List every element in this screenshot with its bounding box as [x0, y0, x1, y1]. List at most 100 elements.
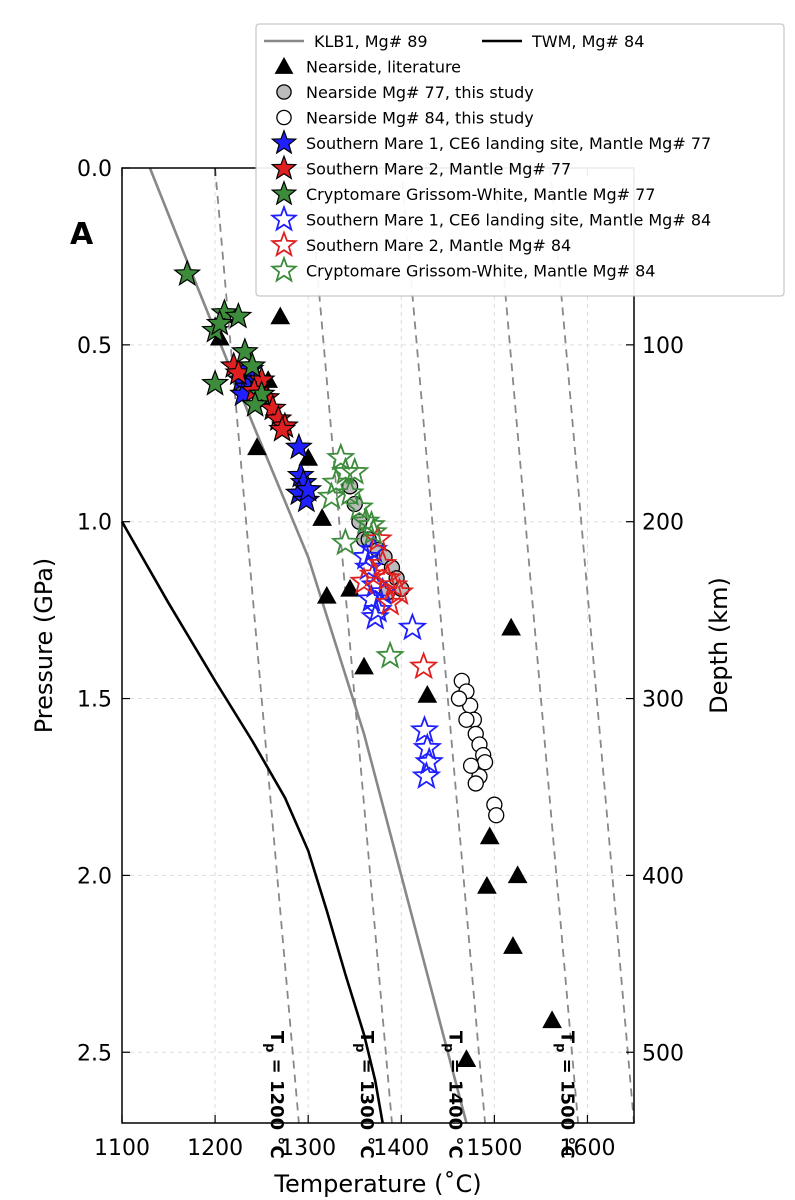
x-tick-label: 1400: [373, 1136, 429, 1161]
data-point-series-0: [456, 1049, 477, 1068]
data-point-series-2: [462, 757, 480, 774]
data-point-series-0: [340, 578, 360, 597]
y-tick-label: 1.5: [77, 688, 112, 713]
data-point-series-3: [294, 475, 323, 502]
data-point-series-0: [354, 656, 374, 675]
legend-label: Nearside Mg# 77, this study: [306, 83, 534, 102]
adiabat-label-t: T: [356, 1031, 377, 1044]
legend-marker: [274, 56, 294, 74]
legend-marker: [270, 154, 298, 180]
plot-frame: [121, 167, 635, 1124]
legend: KLB1, Mg# 89 TWM, Mg# 84 Nearside, literat…: [255, 23, 785, 297]
legend-marker: [269, 255, 299, 283]
adiabat-lines: [214, 167, 635, 1124]
axis-ticks: 1100 1200 1300 1400 1500 1600 0.0 0.5 1.0 1.5 2.0 2…: [77, 157, 684, 1161]
data-point-series-0: [542, 1010, 562, 1029]
x-tick-label: 1500: [466, 1136, 522, 1161]
adiabat-label-rest: = 1200 °C: [266, 1052, 287, 1158]
data-point-series-0: [312, 508, 332, 526]
adiabat-label: Tp = 1200 °C: [262, 1031, 287, 1159]
legend-marker: [276, 109, 292, 126]
legend-marker: [270, 128, 298, 155]
adiabat-label-t: T: [556, 1031, 577, 1044]
data-points: [173, 259, 562, 1068]
data-point-series-0: [417, 684, 438, 703]
x-tick-label: 1600: [559, 1136, 615, 1161]
data-point-series-0: [507, 865, 528, 884]
adiabat-line: [400, 167, 486, 1124]
data-point-series-6: [414, 746, 445, 775]
legend-label: Southern Mare 1, CE6 landing site, Mantl…: [306, 134, 711, 153]
adiabat-label-sub: p: [262, 1043, 277, 1052]
legend-label: Nearside, literature: [306, 58, 461, 77]
data-point-series-7: [375, 587, 405, 616]
legend-marker: [276, 84, 292, 100]
data-point-series-5: [238, 351, 267, 378]
data-point-series-0: [247, 437, 267, 456]
adiabat-label: Tp = 1300 °C: [352, 1031, 377, 1159]
data-point-series-8: [335, 477, 365, 506]
model-lines: [120, 167, 468, 1124]
data-point-series-7: [379, 569, 409, 598]
adiabat-label: Tp = 1400 °C: [441, 1031, 466, 1159]
data-point-series-3: [284, 432, 313, 460]
legend-line-label: TWM, Mg# 84: [531, 32, 644, 51]
data-point-series-4: [268, 414, 297, 442]
y2-tick-label: 200: [642, 511, 684, 536]
model-line-1: [120, 521, 384, 1124]
data-point-series-8: [375, 640, 405, 669]
data-point-series-8: [339, 456, 370, 485]
data-point-series-0: [501, 617, 521, 636]
data-point-series-2: [467, 775, 484, 792]
grid-lines: [121, 167, 634, 1123]
model-line-0: [148, 167, 468, 1124]
data-point-series-7: [349, 566, 379, 595]
data-point-series-3: [292, 485, 321, 513]
y2-tick-label: 100: [642, 334, 684, 359]
legend-marker: [270, 179, 298, 206]
x-tick-label: 1200: [187, 1136, 243, 1161]
legend-label: Southern Mare 2, Mantle Mg# 84: [306, 236, 571, 255]
data-point-series-2: [488, 807, 505, 824]
adiabat-label-rest: = 1500 °C: [556, 1052, 577, 1158]
data-point-series-5: [173, 259, 202, 286]
legend-label: Southern Mare 2, Mantle Mg# 77: [306, 160, 571, 179]
data-point-series-2: [458, 711, 475, 728]
y2-tick-label: 500: [642, 1041, 684, 1066]
y-tick-label: 2.5: [77, 1041, 112, 1066]
data-point-series-0: [298, 448, 319, 466]
adiabat-label-rest: = 1300 °C: [356, 1052, 377, 1158]
y-axis-label: Pressure (GPa): [30, 558, 58, 734]
data-point-series-0: [316, 585, 337, 604]
legend-label: Southern Mare 1, CE6 landing site, Mantl…: [306, 211, 711, 230]
data-point-series-5: [241, 390, 270, 417]
data-point-series-2: [450, 690, 468, 707]
y2-tick-label: 400: [642, 864, 684, 889]
adiabat-label-sub: p: [441, 1043, 456, 1052]
panel-label: A: [70, 217, 94, 252]
data-point-series-6: [363, 594, 393, 623]
data-point-series-8: [321, 467, 351, 496]
data-point-series-5: [201, 369, 230, 396]
y-tick-label: 0.5: [77, 334, 112, 359]
data-point-series-5: [210, 298, 239, 325]
data-point-series-5: [205, 308, 234, 336]
legend-marker: [269, 230, 299, 258]
legend-box: [255, 23, 785, 297]
adiabat-label-t: T: [266, 1031, 287, 1044]
data-point-series-8: [344, 492, 375, 521]
legend-label: Cryptomare Grissom-White, Mantle Mg# 84: [306, 262, 655, 281]
x-axis-label: Temperature (˚C): [273, 1170, 481, 1198]
y-tick-label: 2.0: [77, 864, 112, 889]
data-point-series-2: [476, 754, 494, 771]
data-point-series-8: [330, 527, 361, 556]
data-point-series-6: [411, 760, 442, 789]
adiabat-label-t: T: [445, 1031, 466, 1044]
adiabat-line: [493, 167, 580, 1124]
legend-label: Nearside Mg# 84, this study: [306, 109, 534, 128]
y2-tick-label: 300: [642, 688, 684, 713]
data-point-series-0: [479, 826, 500, 845]
adiabat-label: Tp = 1500 °C: [552, 1031, 577, 1159]
y2-axis-label: Depth (km): [705, 577, 733, 714]
data-point-series-8: [358, 516, 389, 545]
